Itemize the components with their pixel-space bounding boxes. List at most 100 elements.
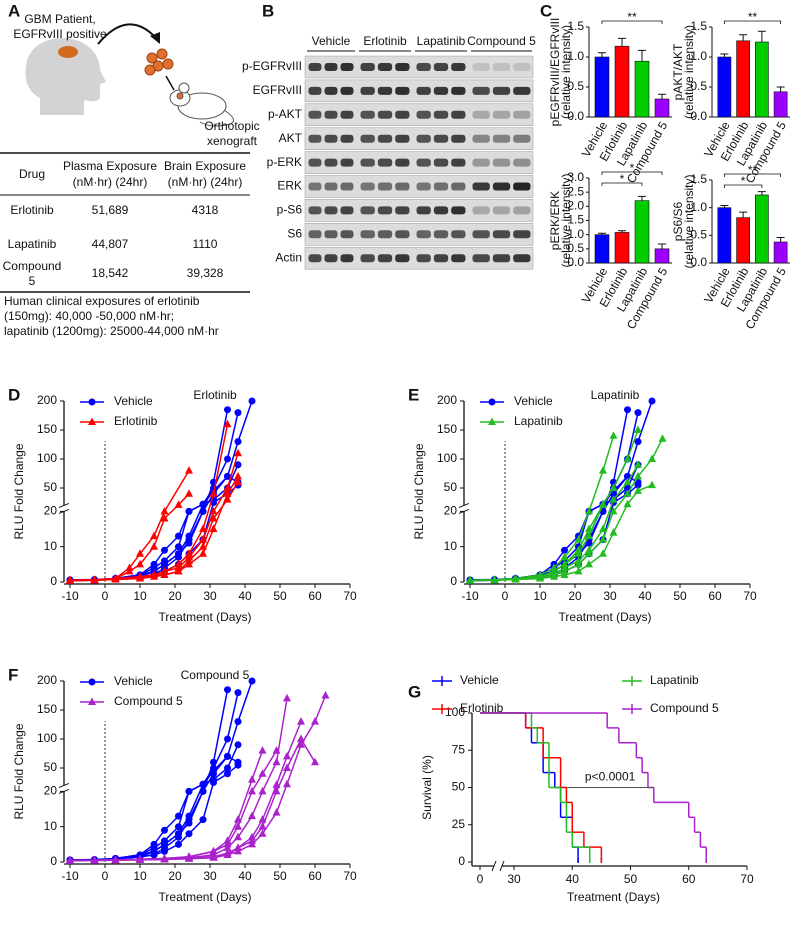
y-axis-label: pAKT/AKT bbox=[671, 43, 685, 100]
bar bbox=[736, 217, 750, 264]
y-tick-label: 100 bbox=[37, 451, 57, 465]
significance-label: * bbox=[741, 174, 746, 188]
table-cell: 44,807 bbox=[92, 237, 129, 251]
legend-label: Lapatinib bbox=[650, 673, 699, 687]
y-tick-label: 1.0 bbox=[567, 49, 584, 63]
panel-label: F bbox=[8, 665, 18, 684]
blot-row-label: Actin bbox=[275, 250, 302, 264]
blot-band bbox=[395, 110, 410, 119]
blot-band bbox=[492, 230, 511, 239]
x-tick-label: 50 bbox=[673, 589, 687, 603]
series-line bbox=[69, 737, 316, 862]
data-point bbox=[90, 575, 99, 584]
data-point bbox=[209, 853, 218, 861]
data-point bbox=[136, 854, 144, 863]
y-tick-label: 0.5 bbox=[567, 241, 584, 255]
data-point bbox=[175, 550, 182, 558]
data-point bbox=[210, 767, 217, 775]
y-tick-label: 0 bbox=[458, 854, 465, 868]
series-line bbox=[70, 695, 327, 862]
blot-band bbox=[513, 230, 531, 239]
lane-group-label: Erlotinib bbox=[363, 34, 407, 48]
tumor bbox=[58, 46, 78, 58]
data-point bbox=[234, 822, 242, 830]
blot-band bbox=[513, 158, 531, 167]
x-tick-label: 60 bbox=[682, 872, 696, 886]
table-header: (nM·hr) (24hr) bbox=[73, 175, 148, 189]
blot-band bbox=[340, 182, 354, 191]
blot-band bbox=[324, 230, 338, 239]
data-point bbox=[258, 746, 267, 754]
data-point bbox=[248, 832, 256, 841]
y-tick-label: 20 bbox=[444, 504, 458, 518]
footnote: (150mg): 40,000 -50,000 nM·hr; bbox=[4, 309, 174, 323]
significance-label: ** bbox=[748, 163, 758, 177]
blot-band bbox=[472, 158, 490, 167]
data-point bbox=[248, 397, 256, 405]
y-tick-label: 3.0 bbox=[567, 170, 584, 184]
data-point bbox=[234, 477, 242, 486]
significance-bracket bbox=[723, 20, 782, 24]
blot-band bbox=[492, 254, 511, 263]
data-point bbox=[648, 480, 656, 489]
blot-band bbox=[324, 158, 338, 167]
x-tick-label: -10 bbox=[61, 869, 79, 883]
x-tick-label: 50 bbox=[624, 872, 638, 886]
data-point bbox=[574, 556, 583, 564]
blot-band bbox=[451, 254, 466, 263]
data-point bbox=[648, 454, 656, 463]
blot-band bbox=[340, 254, 354, 263]
data-point bbox=[234, 846, 242, 855]
x-tick-label: 0 bbox=[102, 589, 109, 603]
blot-band bbox=[308, 182, 322, 191]
x-tick-label: -10 bbox=[61, 589, 79, 603]
x-tick-label: 40 bbox=[638, 589, 652, 603]
y-tick-label: 10 bbox=[44, 819, 58, 833]
data-point bbox=[234, 438, 242, 446]
data-point bbox=[297, 740, 305, 748]
data-point bbox=[185, 549, 193, 557]
blot-band bbox=[360, 254, 375, 263]
data-point bbox=[161, 847, 168, 855]
blot-band bbox=[308, 86, 322, 95]
legend-line bbox=[622, 676, 642, 686]
panel-label: C bbox=[540, 1, 552, 20]
y-axis-label: RLU Fold Change bbox=[12, 723, 26, 819]
data-point bbox=[623, 454, 632, 463]
y-tick-label: 0 bbox=[450, 574, 457, 588]
blot-band bbox=[451, 110, 466, 119]
y-tick-label: 2.5 bbox=[567, 184, 584, 198]
data-point bbox=[150, 542, 158, 550]
data-point bbox=[609, 431, 618, 439]
y-tick-label: 50 bbox=[44, 480, 58, 494]
significance-bracket bbox=[723, 184, 763, 188]
data-point bbox=[634, 438, 642, 446]
data-point bbox=[258, 769, 267, 777]
significance-bracket bbox=[601, 20, 663, 24]
data-point bbox=[234, 718, 242, 726]
data-point bbox=[609, 483, 618, 492]
y-tick-label: 0.0 bbox=[567, 255, 584, 269]
y-tick-label: 20 bbox=[44, 504, 58, 518]
y-tick-label: 1.5 bbox=[690, 19, 707, 33]
data-point bbox=[560, 559, 569, 568]
y-axis-label: (relative intensity) bbox=[682, 174, 696, 268]
blot-band bbox=[513, 182, 531, 191]
blot-band bbox=[340, 206, 354, 215]
data-point bbox=[585, 531, 593, 540]
blot-band bbox=[416, 182, 431, 191]
legend-marker bbox=[88, 678, 96, 686]
bar bbox=[594, 234, 610, 264]
bar bbox=[736, 40, 750, 118]
error-bar bbox=[658, 93, 666, 99]
data-point bbox=[185, 466, 193, 474]
data-point bbox=[224, 752, 231, 760]
data-point bbox=[248, 677, 256, 685]
x-tick-label: 70 bbox=[743, 589, 757, 603]
blot-band bbox=[360, 86, 375, 95]
data-point bbox=[258, 822, 267, 830]
data-point bbox=[224, 770, 231, 778]
y-tick-label: 150 bbox=[437, 422, 457, 436]
y-tick-label: 25 bbox=[452, 817, 466, 831]
y-axis-label: RLU Fold Change bbox=[12, 443, 26, 539]
